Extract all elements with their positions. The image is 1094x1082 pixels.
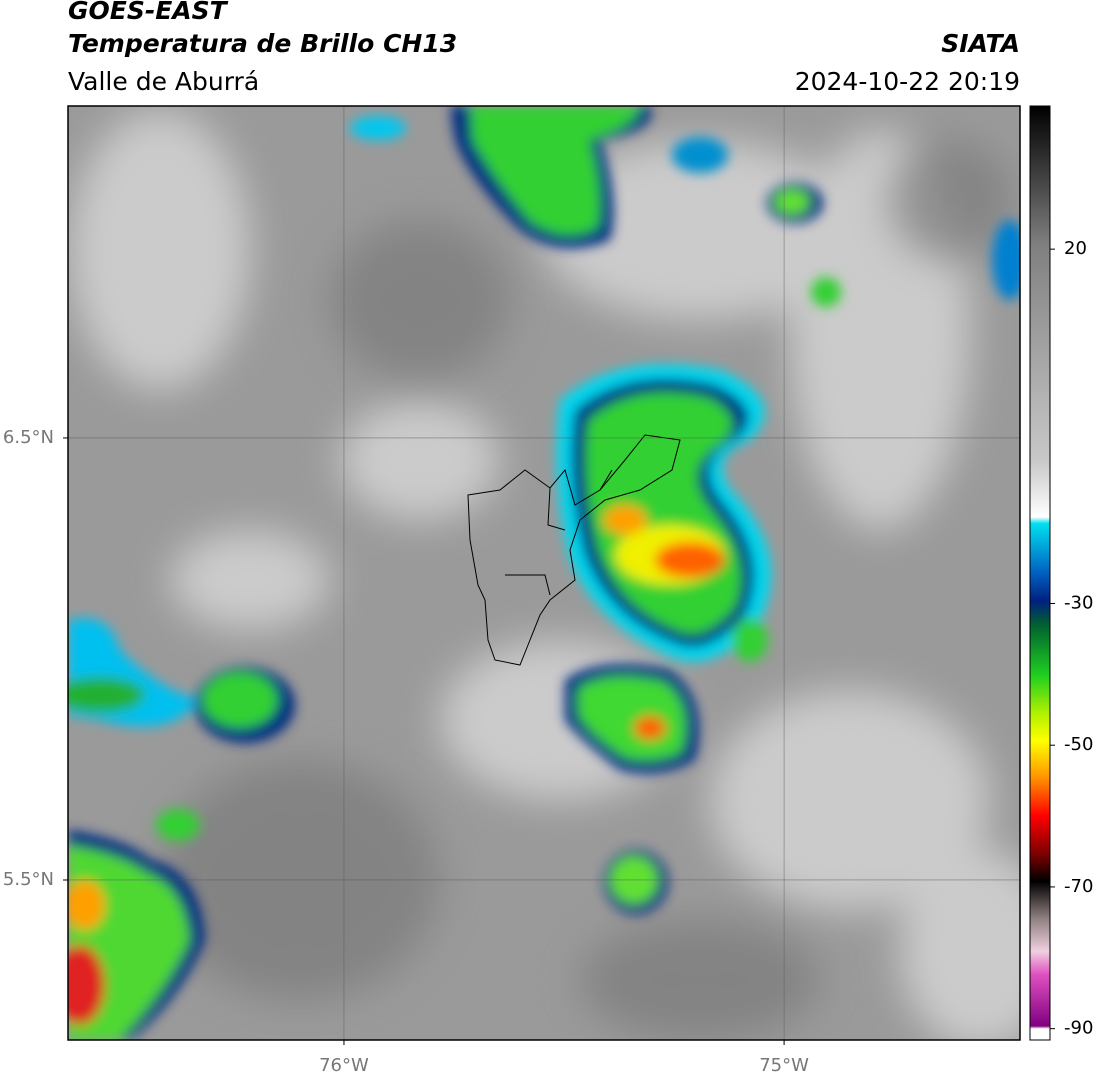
storm-cell xyxy=(565,664,700,774)
x-tick-label: 75°W xyxy=(759,1055,809,1076)
source: GOES-EAST xyxy=(68,0,229,25)
y-tick-label: 6.5°N xyxy=(3,427,54,448)
colorbar-tick-label: -90 xyxy=(1064,1018,1093,1039)
storm-cell xyxy=(68,618,295,743)
storm-cell xyxy=(350,116,1020,914)
y-tick-label: 5.5°N xyxy=(3,869,54,890)
storm-cell xyxy=(556,364,772,662)
agency: SIATA xyxy=(941,29,1020,58)
x-tick-label: 76°W xyxy=(319,1055,369,1076)
colorbar-tick-label: 20 xyxy=(1064,238,1087,259)
storm-cell xyxy=(450,106,652,248)
product: Temperatura de Brillo CH13 xyxy=(68,29,457,58)
map-frame xyxy=(67,105,1021,1041)
colorbar-tick-label: -50 xyxy=(1064,734,1093,755)
colorbar-tick-label: -30 xyxy=(1064,592,1093,613)
colorbar xyxy=(1029,105,1051,1041)
region: Valle de Aburrá xyxy=(68,67,259,96)
satellite-image xyxy=(68,106,1020,1040)
storm-cell xyxy=(68,809,205,1040)
colorbar-tick-label: -70 xyxy=(1064,876,1093,897)
grid xyxy=(68,106,1020,1040)
timestamp: 2024-10-22 20:19 xyxy=(795,67,1020,96)
municipality-borders xyxy=(467,434,681,666)
